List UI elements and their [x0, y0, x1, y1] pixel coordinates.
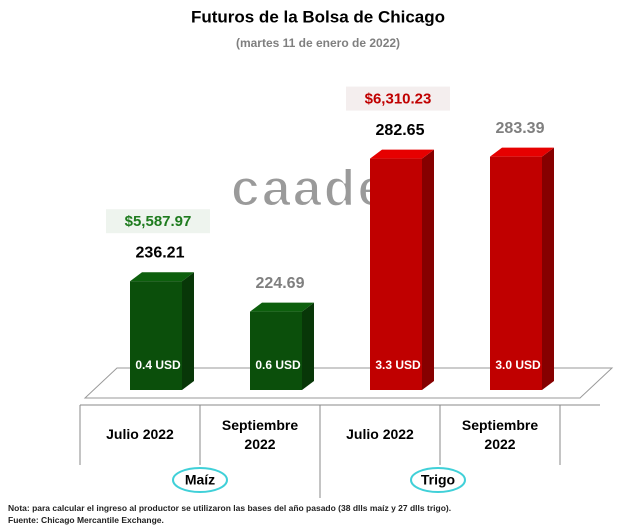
- group-label: Maíz: [185, 472, 215, 488]
- value-label: 282.65: [376, 122, 425, 139]
- source: Fuente: Chicago Mercantile Exchange.: [8, 515, 164, 525]
- x-tick-label: Julio 2022: [346, 426, 414, 442]
- price-box: [346, 86, 450, 111]
- bar: [250, 311, 302, 390]
- bar-top: [490, 147, 554, 157]
- bar-note: 3.0 USD: [495, 358, 541, 372]
- bar-side: [542, 147, 554, 390]
- bar-top: [370, 149, 434, 159]
- price-box: [106, 209, 210, 234]
- bar: [490, 156, 542, 390]
- group-oval: [410, 467, 466, 493]
- group-label: Trigo: [421, 472, 455, 488]
- x-tick-label: Septiembre 2022: [221, 417, 299, 452]
- bar-side: [422, 149, 434, 390]
- price-label: $5,587.97: [125, 213, 192, 230]
- chart-subtitle: (martes 11 de enero de 2022): [236, 36, 400, 50]
- bar-side: [182, 272, 194, 390]
- value-label: 236.21: [136, 244, 185, 261]
- bar: [130, 281, 182, 390]
- bar-note: 0.6 USD: [255, 358, 301, 372]
- chart-title: Futuros de la Bolsa de Chicago: [191, 7, 445, 26]
- bar-top: [130, 272, 194, 282]
- group-oval: [172, 467, 228, 493]
- bar: [370, 158, 422, 390]
- value-label: 224.69: [256, 275, 305, 292]
- separators: [79, 405, 561, 498]
- note: Nota: para calcular el ingreso al produc…: [8, 503, 452, 513]
- bar-top: [250, 302, 314, 312]
- bar-note: 3.3 USD: [375, 358, 421, 372]
- bar-note: 0.4 USD: [135, 358, 181, 372]
- floor: [83, 367, 614, 399]
- x-tick-label: Septiembre 2022: [461, 417, 539, 452]
- bar-side: [302, 302, 314, 390]
- price-label: $6,310.23: [365, 91, 432, 108]
- x-tick-label: Julio 2022: [106, 426, 174, 442]
- value-label: 283.39: [496, 120, 545, 137]
